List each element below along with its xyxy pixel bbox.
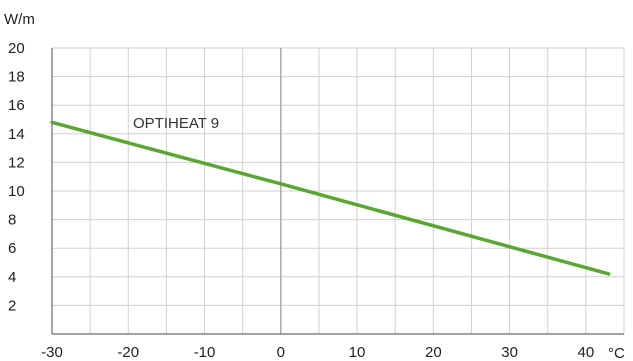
y-tick-label: 8 — [8, 212, 16, 229]
x-tick-label: -30 — [41, 344, 63, 361]
grid — [52, 47, 625, 334]
y-tick-label: 10 — [8, 183, 25, 200]
series-line — [50, 120, 611, 276]
x-tick-label: 10 — [349, 344, 366, 361]
y-tick-label: 4 — [8, 269, 16, 286]
y-tick-label: 16 — [8, 97, 25, 114]
series — [50, 120, 611, 276]
y-tick-label: 18 — [8, 69, 25, 86]
y-tick-label: 14 — [8, 126, 25, 143]
tick-labels: 2 4 6 8 10 12 14 16 18 20 -30 -20 -10 0 10 20 30 40 — [8, 40, 594, 361]
axes — [51, 48, 624, 335]
x-tick-label: 20 — [425, 344, 442, 361]
y-axis-unit: W/m — [4, 11, 35, 28]
y-tick-label: 6 — [8, 240, 16, 257]
x-tick-label: 40 — [578, 344, 595, 361]
series-label-optiheat-9: OPTIHEAT 9 — [133, 115, 219, 132]
y-tick-label: 12 — [8, 154, 25, 171]
x-tick-label: 0 — [277, 344, 285, 361]
x-tick-label: -20 — [117, 344, 139, 361]
x-tick-label: -10 — [194, 344, 216, 361]
x-tick-label: 30 — [501, 344, 518, 361]
y-tick-label: 20 — [8, 40, 25, 57]
x-axis-unit: °C — [608, 345, 625, 361]
y-tick-label: 2 — [8, 297, 16, 314]
